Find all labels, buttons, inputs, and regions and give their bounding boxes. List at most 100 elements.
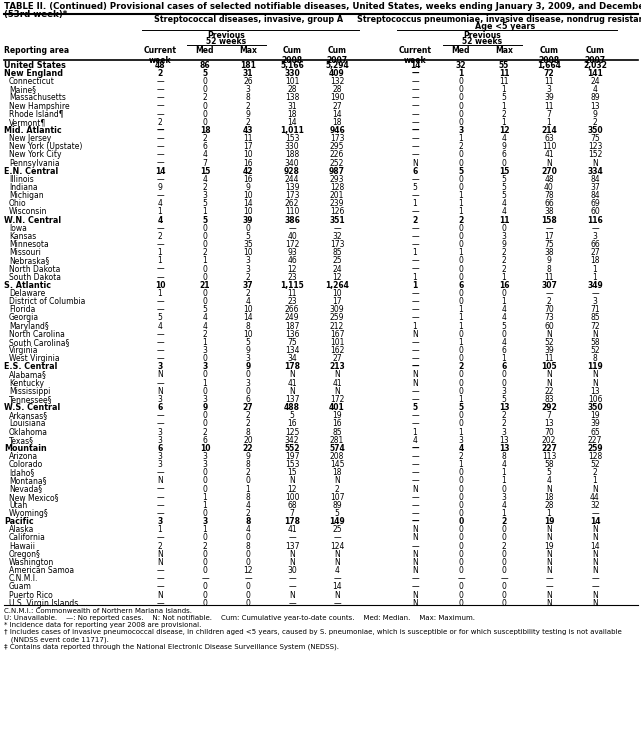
- Text: Streptococcus pneumoniae, invasive disease, nondrug resistant†: Streptococcus pneumoniae, invasive disea…: [358, 15, 641, 24]
- Text: 113: 113: [542, 452, 556, 461]
- Text: 20: 20: [243, 435, 253, 445]
- Text: 18: 18: [200, 126, 210, 135]
- Text: 0: 0: [246, 582, 251, 591]
- Text: 9: 9: [246, 110, 251, 119]
- Text: —: —: [333, 224, 341, 233]
- Text: 0: 0: [246, 370, 251, 380]
- Text: 1: 1: [502, 476, 506, 485]
- Text: Wisconsin: Wisconsin: [9, 207, 47, 216]
- Text: —: —: [411, 224, 419, 233]
- Text: 2: 2: [246, 468, 251, 477]
- Text: 2: 2: [547, 297, 551, 306]
- Text: 14: 14: [590, 541, 600, 550]
- Text: 1: 1: [502, 468, 506, 477]
- Text: 1: 1: [502, 297, 506, 306]
- Text: N: N: [157, 550, 163, 559]
- Text: 1: 1: [593, 273, 597, 282]
- Text: N: N: [289, 590, 295, 600]
- Text: 1: 1: [246, 485, 251, 494]
- Text: N: N: [334, 558, 340, 567]
- Text: N: N: [592, 485, 598, 494]
- Text: 2: 2: [412, 215, 418, 225]
- Text: —: —: [412, 517, 419, 526]
- Text: N: N: [592, 550, 598, 559]
- Text: 0: 0: [458, 379, 463, 388]
- Text: Streptococcal diseases, invasive, group A: Streptococcal diseases, invasive, group …: [154, 15, 343, 24]
- Text: 9: 9: [158, 183, 162, 192]
- Text: 4: 4: [203, 175, 208, 184]
- Text: 6: 6: [501, 150, 506, 160]
- Text: 27: 27: [332, 101, 342, 110]
- Text: N: N: [546, 590, 552, 600]
- Text: —: —: [411, 297, 419, 306]
- Text: 167: 167: [329, 330, 344, 339]
- Text: 32: 32: [590, 501, 600, 510]
- Text: 0: 0: [458, 240, 463, 249]
- Text: 73: 73: [544, 314, 554, 323]
- Text: 4: 4: [547, 476, 551, 485]
- Text: 1: 1: [158, 256, 162, 265]
- Text: 6: 6: [246, 395, 251, 404]
- Text: Current
week: Current week: [399, 46, 431, 66]
- Text: 2: 2: [246, 118, 251, 127]
- Text: 349: 349: [587, 280, 603, 290]
- Text: 2: 2: [203, 248, 208, 257]
- Text: 14: 14: [287, 118, 297, 127]
- Text: 1: 1: [158, 248, 162, 257]
- Text: N: N: [592, 599, 598, 608]
- Text: 270: 270: [541, 167, 557, 175]
- Text: 4: 4: [458, 444, 463, 453]
- Text: 18: 18: [332, 118, 342, 127]
- Text: 0: 0: [246, 534, 251, 543]
- Text: Nevada§: Nevada§: [9, 485, 42, 494]
- Text: 987: 987: [329, 167, 345, 175]
- Text: —: —: [156, 101, 164, 110]
- Text: New Mexico§: New Mexico§: [9, 493, 58, 502]
- Text: 0: 0: [458, 501, 463, 510]
- Text: 14: 14: [590, 517, 600, 526]
- Text: 172: 172: [285, 240, 299, 249]
- Text: 126: 126: [330, 207, 344, 216]
- Text: —: —: [288, 582, 296, 591]
- Text: Pacific: Pacific: [4, 517, 33, 526]
- Text: 1: 1: [502, 118, 506, 127]
- Text: 4: 4: [246, 501, 251, 510]
- Text: 4: 4: [501, 305, 506, 314]
- Text: (53rd week)*: (53rd week)*: [4, 10, 67, 19]
- Text: —: —: [156, 493, 164, 502]
- Text: 21: 21: [200, 280, 210, 290]
- Text: 1: 1: [458, 207, 463, 216]
- Text: 8: 8: [246, 517, 251, 526]
- Text: N: N: [289, 550, 295, 559]
- Text: —: —: [156, 411, 164, 420]
- Text: —: —: [411, 94, 419, 102]
- Text: 31: 31: [243, 69, 253, 78]
- Text: Previous: Previous: [463, 31, 501, 40]
- Text: South Carolina§: South Carolina§: [9, 338, 69, 347]
- Text: 0: 0: [203, 370, 208, 380]
- Text: 75: 75: [544, 240, 554, 249]
- Text: 14: 14: [243, 314, 253, 323]
- Text: 19: 19: [590, 411, 600, 420]
- Text: —: —: [156, 599, 164, 608]
- Text: Minnesota: Minnesota: [9, 240, 49, 249]
- Text: 11: 11: [243, 134, 253, 143]
- Text: N: N: [546, 485, 552, 494]
- Text: 17: 17: [243, 142, 253, 151]
- Text: 13: 13: [499, 403, 509, 412]
- Text: 0: 0: [203, 265, 208, 274]
- Text: 16: 16: [243, 159, 253, 168]
- Text: —: —: [156, 305, 164, 314]
- Text: N: N: [546, 525, 552, 534]
- Text: N: N: [334, 590, 340, 600]
- Text: Colorado: Colorado: [9, 460, 43, 469]
- Text: Maine§: Maine§: [9, 85, 36, 94]
- Text: —: —: [591, 509, 599, 518]
- Text: 13: 13: [544, 420, 554, 429]
- Text: 15: 15: [499, 167, 509, 175]
- Text: 4: 4: [592, 85, 597, 94]
- Text: 11: 11: [287, 289, 297, 298]
- Text: 5: 5: [158, 314, 162, 323]
- Text: 153: 153: [285, 460, 299, 469]
- Text: 7: 7: [290, 509, 294, 518]
